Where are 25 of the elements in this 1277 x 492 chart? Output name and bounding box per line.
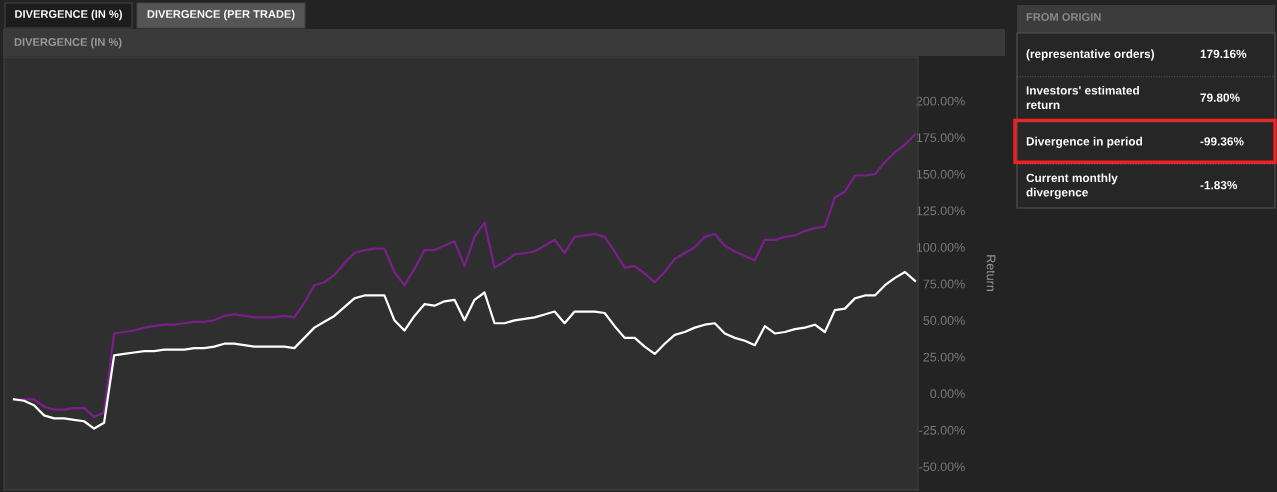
y-axis-title: Return [986, 255, 996, 291]
y-tick-label: 0.00% [930, 389, 965, 399]
y-tick-label: 150.00% [916, 169, 965, 179]
y-tick-label: -25.00% [919, 425, 965, 435]
text: -1.83% [1200, 180, 1238, 190]
y-tick-label: 75.00% [923, 279, 965, 289]
text: 79.80% [1200, 93, 1240, 102]
y-tick-label: 200.00% [916, 96, 965, 106]
text: 179.16% [1200, 49, 1247, 59]
text: (representative orders) [1026, 49, 1155, 61]
y-tick-label: 50.00% [923, 316, 965, 325]
text: Investors' estimated return [1026, 85, 1139, 110]
text: -99.36% [1200, 137, 1244, 146]
chart-title: DIVERGENCE (IN %) [14, 37, 122, 49]
y-tick-label: -50.00% [919, 462, 965, 472]
text: FROM ORIGIN [1026, 13, 1101, 21]
text: Current monthly divergence [1026, 173, 1118, 199]
text: DIVERGENCE (PER TRADE) [147, 9, 295, 21]
y-tick-label: 125.00% [916, 206, 965, 216]
line-series [12, 270, 917, 430]
text: Divergence in period [1026, 136, 1142, 148]
y-tick-label: 100.00% [916, 242, 965, 252]
y-tick-label: 25.00% [923, 352, 965, 362]
y-tick-label: 175.00% [916, 133, 965, 143]
text: DIVERGENCE (IN %) [15, 9, 122, 21]
